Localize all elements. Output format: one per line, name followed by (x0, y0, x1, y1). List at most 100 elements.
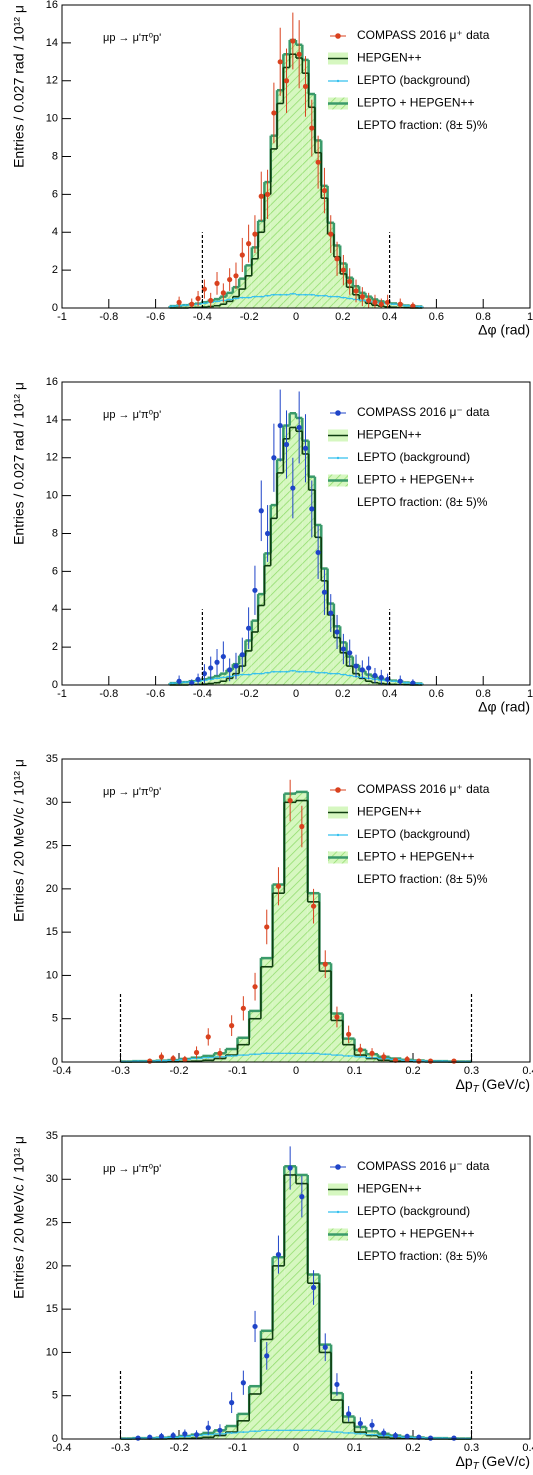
step-marker (347, 1431, 350, 1434)
step-marker (291, 292, 294, 295)
step-marker (335, 1431, 338, 1434)
x-tick-label: 0.3 (464, 1065, 479, 1077)
data-point (321, 589, 328, 595)
y-tick-label: 35 (46, 753, 58, 765)
x-axis-label: ΔpT (GeV/c) (456, 1076, 530, 1095)
y-tick-label: 5 (52, 1390, 58, 1402)
data-point (385, 676, 391, 682)
stack-fill (264, 553, 271, 685)
y-tick-label: 16 (46, 0, 58, 11)
data-point (290, 38, 296, 44)
step-marker (359, 1055, 362, 1058)
data-point (334, 629, 340, 635)
annotation: LEPTO fraction: (8± 5)% (357, 118, 488, 132)
data-point (233, 273, 239, 279)
stack-fill (331, 1013, 343, 1062)
step-marker (266, 671, 269, 674)
y-tick-label: 4 (52, 226, 58, 238)
x-tick-label: 0.4 (382, 688, 397, 700)
y-tick-label: 35 (46, 1130, 58, 1142)
data-point (310, 1284, 317, 1291)
data-point (397, 301, 403, 307)
step-marker (342, 673, 345, 676)
data-point (366, 297, 372, 304)
data-point (208, 297, 214, 304)
y-tick-label: 4 (52, 603, 58, 615)
x-tick-label: 0.4 (522, 1065, 533, 1077)
data-point (158, 1433, 165, 1440)
stack-fill (258, 594, 265, 685)
stack-fill (296, 1174, 308, 1439)
data-point (381, 1054, 387, 1060)
stack-fill (333, 245, 341, 308)
stack-fill (260, 958, 273, 1062)
step-marker (323, 671, 326, 674)
stack-fill (237, 1413, 250, 1439)
stack-fill (346, 656, 353, 685)
step-marker (289, 1429, 292, 1432)
data-point (310, 903, 317, 909)
stack-fill (390, 680, 398, 685)
step-marker (277, 1052, 280, 1055)
data-point (315, 159, 321, 165)
stack-fill (342, 1416, 355, 1439)
stack-fill (270, 505, 278, 685)
step-marker (359, 1432, 362, 1435)
y-axis-label: Entries / 20 MeV/c / 10¹² μ (11, 759, 27, 922)
step-marker (392, 680, 395, 683)
step-marker (310, 293, 313, 296)
step-marker (265, 1429, 268, 1432)
step-marker (312, 1429, 315, 1432)
legend-label: LEPTO + HEPGEN++ (357, 96, 475, 110)
step-marker (298, 670, 301, 673)
data-point (275, 1252, 282, 1258)
y-tick-label: 6 (52, 565, 58, 577)
step-marker (279, 293, 282, 296)
data-point (372, 299, 378, 305)
x-tick-label: -0.6 (146, 311, 165, 323)
data-point (322, 1344, 328, 1350)
y-tick-label: 6 (52, 188, 58, 200)
x-tick-label: 0 (293, 311, 299, 323)
plot-frame (61, 1135, 531, 1440)
legend-label: COMPASS 2016 μ⁺ data (357, 28, 490, 42)
y-axis-label: Entries / 0.027 rad / 10¹² μ (11, 382, 27, 545)
data-point (378, 674, 384, 681)
step-marker (260, 672, 263, 675)
data-point (264, 530, 271, 537)
stack-fill (321, 568, 328, 685)
stack-fill (251, 620, 259, 685)
x-tick-label: 0.2 (335, 311, 350, 323)
reaction-label: μp → μ'π⁰p' (103, 32, 161, 44)
data-point (195, 676, 201, 682)
data-point (347, 278, 353, 285)
y-tick-label: 12 (46, 75, 58, 87)
x-tick-label: -1 (57, 311, 67, 323)
data-point (287, 797, 293, 804)
data-point (189, 301, 195, 307)
data-point (427, 1435, 434, 1441)
data-point (201, 286, 207, 292)
x-axis-label-main: Δp (456, 1453, 473, 1469)
x-tick-label: 0 (293, 688, 299, 700)
y-tick-label: 10 (46, 1346, 58, 1358)
x-axis-label-unit: (GeV/c) (482, 1076, 530, 1092)
x-tick-label: 0.6 (429, 311, 444, 323)
stack-fill (283, 425, 290, 685)
step-marker (207, 1056, 210, 1059)
x-tick-label: 0 (293, 1442, 299, 1454)
stack-fill (213, 676, 221, 685)
data-point (378, 301, 384, 307)
x-tick-label: 0 (293, 1065, 299, 1077)
data-point (299, 1194, 305, 1200)
plot-frame (61, 381, 531, 686)
x-axis-label-unit: (GeV/c) (482, 1453, 530, 1469)
y-axis-label: Entries / 0.027 rad / 10¹² μ (11, 5, 27, 168)
y-tick-label: 0 (52, 1433, 58, 1445)
y-tick-label: 0 (52, 679, 58, 691)
step-marker (254, 1430, 257, 1433)
legend-label: LEPTO (background) (357, 450, 470, 464)
data-point (451, 1435, 457, 1441)
y-tick-label: 14 (46, 37, 58, 49)
